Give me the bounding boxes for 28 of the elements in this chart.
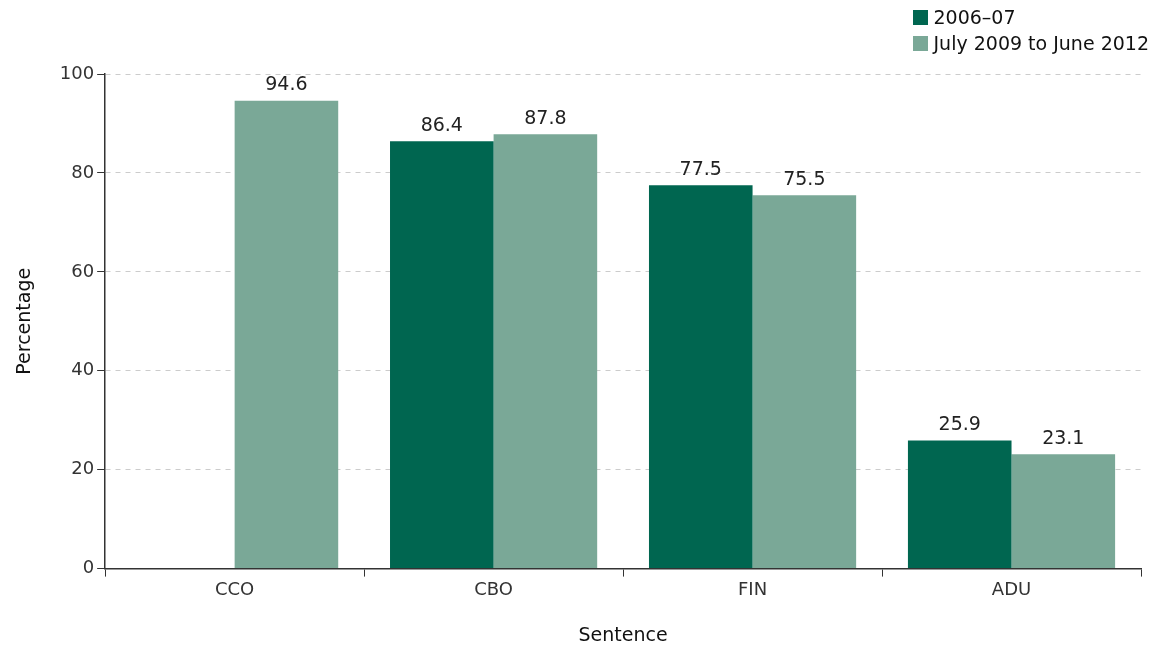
bar <box>752 195 857 569</box>
bar <box>648 185 753 569</box>
bar <box>234 100 339 569</box>
bar <box>907 440 1012 569</box>
y-tick-label: 20 <box>71 457 95 479</box>
bar <box>390 141 494 569</box>
legend-label: 2006–07 <box>933 6 1016 28</box>
x-tick-label: ADU <box>991 578 1032 600</box>
x-tick-label: CCO <box>214 578 255 600</box>
data-label: 94.6 <box>265 72 308 95</box>
x-axis-title: Sentence <box>578 622 668 645</box>
bar <box>493 134 598 569</box>
data-label: 75.5 <box>783 166 826 189</box>
y-axis-title: Percentage <box>12 267 35 375</box>
y-tick-label: 60 <box>71 259 95 281</box>
legend-label: July 2009 to June 2012 <box>933 32 1149 54</box>
data-label: 86.4 <box>420 112 463 135</box>
y-tick-label: 100 <box>59 61 95 83</box>
x-tick-label: CBO <box>474 578 513 600</box>
data-label: 25.9 <box>938 411 981 434</box>
x-tick-label: FIN <box>737 578 768 600</box>
y-tick-label: 0 <box>82 556 95 578</box>
data-label: 77.5 <box>679 156 722 179</box>
y-tick-label: 80 <box>71 160 95 182</box>
bar <box>1011 454 1116 569</box>
data-label: 87.8 <box>524 105 567 128</box>
data-label: 23.1 <box>1042 425 1085 448</box>
y-tick-label: 40 <box>71 358 95 380</box>
